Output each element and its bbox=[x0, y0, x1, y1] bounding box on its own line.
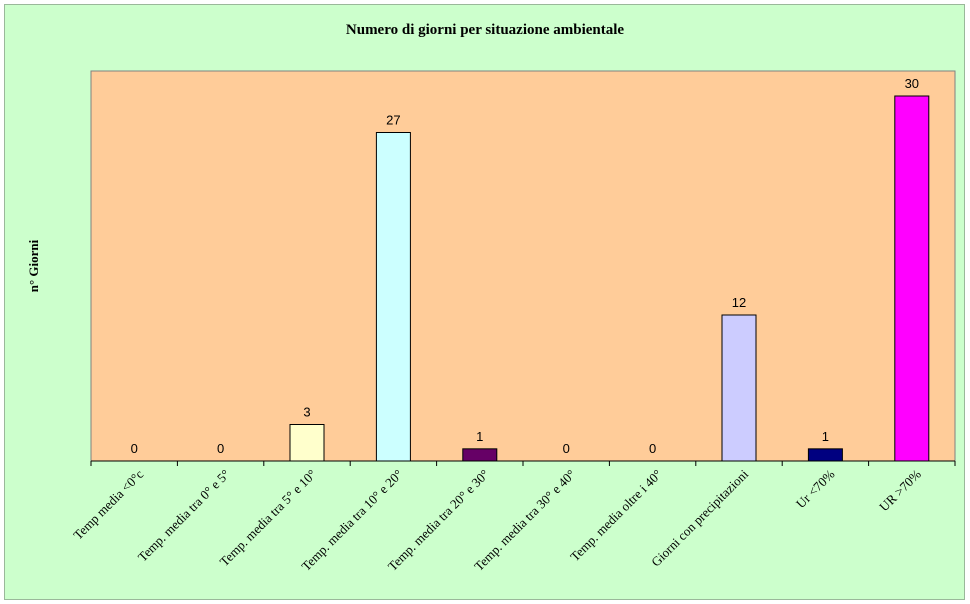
data-label: 0 bbox=[131, 441, 138, 456]
bar bbox=[807, 448, 843, 462]
x-tick-label: UR >70% bbox=[876, 466, 924, 514]
x-tick-label: Temp. media tra 0° e 5° bbox=[135, 467, 233, 565]
x-tick-label: Giorni con precipitazioni bbox=[648, 466, 751, 569]
bar bbox=[289, 424, 325, 462]
x-tick-label: Temp. media tra 30° e 40° bbox=[471, 467, 578, 574]
x-tick-label: Temp. media tra 5° e 10° bbox=[217, 467, 320, 570]
x-tick-label: Temp media <0°c bbox=[70, 466, 146, 542]
plot-area bbox=[90, 70, 956, 462]
data-label: 0 bbox=[563, 441, 570, 456]
bar bbox=[462, 448, 498, 462]
bar bbox=[894, 95, 930, 462]
data-label: 30 bbox=[905, 76, 919, 91]
bar bbox=[721, 314, 757, 462]
data-label: 1 bbox=[822, 429, 829, 444]
data-label: 12 bbox=[732, 295, 746, 310]
bar bbox=[375, 132, 411, 462]
data-label: 27 bbox=[386, 113, 400, 128]
data-label: 3 bbox=[303, 405, 310, 420]
data-label: 1 bbox=[476, 429, 483, 444]
x-tick-label: Ur <70% bbox=[793, 466, 838, 511]
data-label: 0 bbox=[217, 441, 224, 456]
chart-title: Numero di giorni per situazione ambienta… bbox=[345, 22, 625, 38]
x-tick-label: Temp. media oltre i 40° bbox=[567, 467, 665, 565]
data-label: 0 bbox=[649, 441, 656, 456]
